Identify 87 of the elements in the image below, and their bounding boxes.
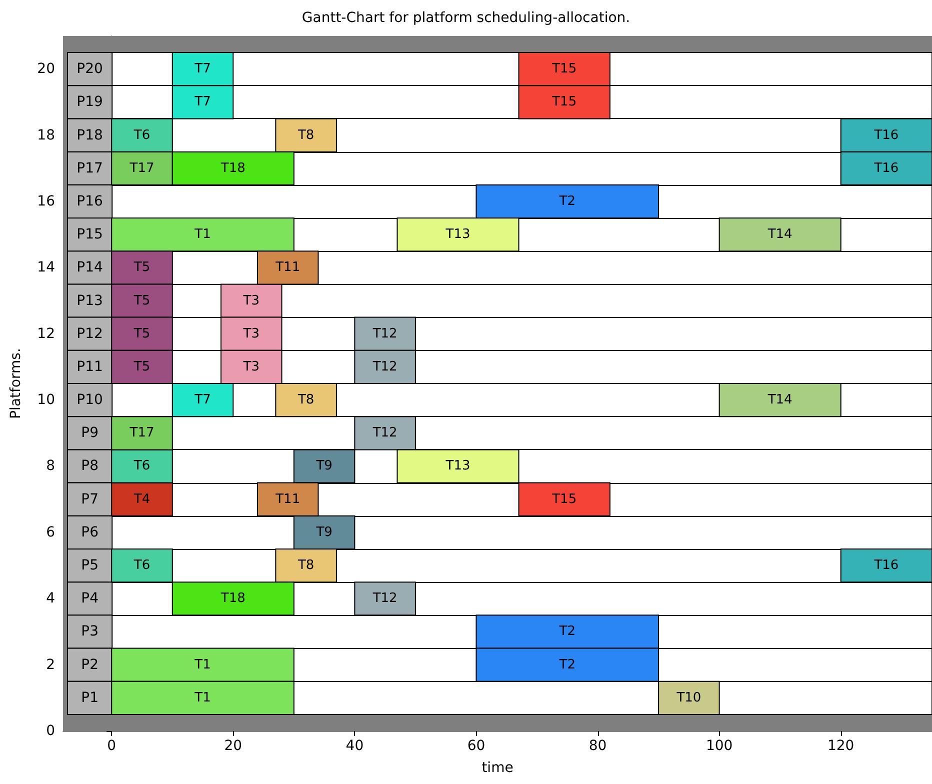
x-tick-label: 100 bbox=[706, 738, 733, 754]
text: T5 bbox=[134, 293, 150, 308]
text: T2 bbox=[559, 657, 576, 672]
series-label: T18 bbox=[220, 591, 246, 606]
y2-tick-label: 4 bbox=[46, 590, 56, 607]
y-tick-label: P6 bbox=[81, 524, 99, 540]
x-tick-label: 60 bbox=[467, 738, 486, 754]
y2-tick-label: 2 bbox=[46, 656, 55, 673]
y2-tick-label: 14 bbox=[37, 260, 56, 276]
y2-axis-title: Platforms. bbox=[8, 348, 24, 419]
text: T12 bbox=[372, 326, 398, 342]
y-tick-label: P13 bbox=[76, 292, 103, 309]
text: T13 bbox=[446, 458, 470, 474]
y-tick-label: P15 bbox=[76, 226, 103, 243]
text: T6 bbox=[134, 558, 150, 574]
y-tick-label: P10 bbox=[76, 392, 103, 408]
y2-tick-label: 6 bbox=[46, 524, 56, 540]
series-label: T9 bbox=[315, 458, 332, 474]
series-label: T11 bbox=[274, 260, 300, 276]
series-label: T15 bbox=[551, 62, 577, 77]
text: T9 bbox=[316, 524, 332, 540]
series-label: T5 bbox=[132, 260, 150, 276]
text: T18 bbox=[220, 160, 246, 176]
text: T15 bbox=[552, 94, 577, 110]
text: T8 bbox=[298, 558, 314, 574]
y-tick-label: P5 bbox=[81, 558, 98, 574]
series-label: T8 bbox=[296, 128, 314, 143]
y-tick-label: P1 bbox=[81, 690, 98, 706]
text: T3 bbox=[243, 326, 260, 342]
y-tick-label: P19 bbox=[76, 94, 103, 110]
series-label: T10 bbox=[676, 690, 702, 706]
y2-tick-label: 16 bbox=[37, 193, 56, 210]
text: T14 bbox=[768, 392, 792, 408]
y-tick-label: P11 bbox=[76, 358, 103, 375]
y-tick-label: P7 bbox=[81, 491, 98, 508]
text: T1 bbox=[194, 690, 211, 706]
series-label: T4 bbox=[132, 492, 150, 507]
text: T7 bbox=[194, 392, 211, 408]
text: T12 bbox=[372, 359, 398, 374]
text: T2 bbox=[559, 194, 576, 209]
y-tick-label: P8 bbox=[81, 458, 98, 474]
text: T17 bbox=[130, 426, 154, 441]
text: T6 bbox=[134, 458, 150, 474]
series-label: T12 bbox=[372, 591, 398, 606]
y-tick-label: P17 bbox=[76, 160, 103, 176]
text: T7 bbox=[194, 94, 211, 110]
y-tick-label: P18 bbox=[76, 127, 103, 144]
text: T12 bbox=[372, 426, 398, 441]
y2-tick-label: 20 bbox=[37, 61, 55, 78]
series-label: T2 bbox=[558, 624, 576, 640]
y2-tick-label: 12 bbox=[37, 326, 55, 342]
series-label: T17 bbox=[128, 160, 154, 176]
y2-tick-label: 10 bbox=[37, 392, 55, 408]
y-tick-label: P16 bbox=[76, 193, 104, 210]
series-label: T16 bbox=[873, 160, 899, 176]
text: T15 bbox=[552, 492, 577, 507]
series-label: T6 bbox=[132, 128, 150, 143]
series-label: T7 bbox=[194, 62, 211, 77]
x-tick-label: 80 bbox=[588, 738, 607, 754]
x-tick-label: 0 bbox=[107, 738, 116, 754]
series-label: T3 bbox=[242, 293, 260, 308]
y2-tick-label: 8 bbox=[46, 458, 55, 474]
x-axis-title: time bbox=[482, 760, 514, 776]
text: T5 bbox=[134, 359, 150, 374]
y-tick-label: P14 bbox=[76, 260, 104, 276]
series-label: T1 bbox=[194, 227, 211, 242]
x-tick-label: 40 bbox=[346, 738, 364, 754]
text: T5 bbox=[134, 326, 150, 342]
y-tick-label: P4 bbox=[81, 590, 99, 607]
text: T16 bbox=[874, 128, 899, 143]
y-tick-label: P9 bbox=[81, 425, 98, 442]
x-tick-label: 120 bbox=[827, 738, 854, 754]
series-label: T13 bbox=[444, 227, 470, 242]
text: T1 bbox=[194, 657, 211, 672]
chart-title: Gantt-Chart for platform scheduling-allocation. bbox=[302, 10, 630, 26]
y2-tick-label: 0 bbox=[46, 723, 55, 739]
y-tick-label: P2 bbox=[81, 656, 98, 673]
y2-tick-label: 18 bbox=[37, 127, 55, 144]
y-tick-label: P3 bbox=[81, 624, 98, 640]
y-tick-label: P20 bbox=[76, 61, 103, 78]
text: T16 bbox=[874, 558, 899, 574]
text: T3 bbox=[243, 359, 260, 374]
text: T8 bbox=[298, 392, 314, 408]
y-tick-label: P12 bbox=[76, 326, 103, 342]
text: T11 bbox=[276, 492, 300, 507]
x-tick-label: 20 bbox=[224, 738, 242, 754]
series-label: T14 bbox=[766, 227, 792, 242]
